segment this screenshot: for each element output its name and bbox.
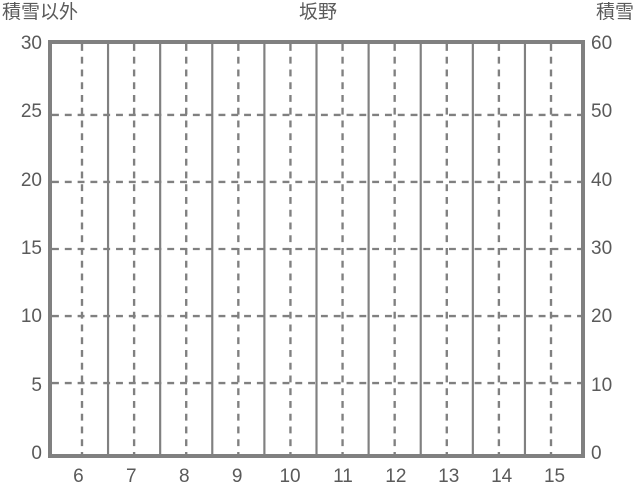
left-axis-tick-20: 20: [20, 169, 42, 191]
right-axis-tick-60: 60: [591, 33, 613, 54]
gridlines: [52, 44, 581, 454]
x-axis-tick-11: 11: [333, 466, 353, 487]
x-axis-tick-14: 14: [491, 466, 513, 487]
x-axis-tick-13: 13: [438, 466, 460, 487]
chart-title: 坂野: [298, 2, 337, 23]
x-axis-tick-10: 10: [279, 466, 301, 487]
x-axis-tick-6: 6: [73, 466, 84, 487]
right-axis-tick-30: 30: [591, 238, 613, 259]
right-axis-tick-40: 40: [591, 169, 613, 191]
right-axis-caption: 積雪: [595, 2, 634, 23]
left-axis-tick-5: 5: [31, 374, 42, 396]
right-axis-tick-10: 10: [591, 374, 613, 396]
left-axis-tick-25: 25: [20, 101, 42, 123]
left-axis-tick-30: 30: [20, 33, 42, 54]
x-axis-tick-15: 15: [543, 466, 566, 487]
left-axis-tick-0: 0: [31, 443, 42, 464]
x-axis-tick-9: 9: [231, 466, 243, 487]
right-axis-tick-0: 0: [591, 443, 602, 464]
left-axis-caption: 積雪以外: [2, 2, 79, 23]
plot-area: [48, 40, 585, 458]
right-axis-tick-20: 20: [591, 306, 613, 328]
left-axis-tick-10: 10: [20, 306, 42, 328]
x-axis-tick-12: 12: [385, 466, 407, 487]
right-axis-tick-50: 50: [591, 101, 613, 123]
x-axis-tick-7: 7: [126, 466, 137, 487]
x-axis-tick-8: 8: [178, 466, 190, 487]
left-axis-tick-15: 15: [20, 238, 42, 259]
